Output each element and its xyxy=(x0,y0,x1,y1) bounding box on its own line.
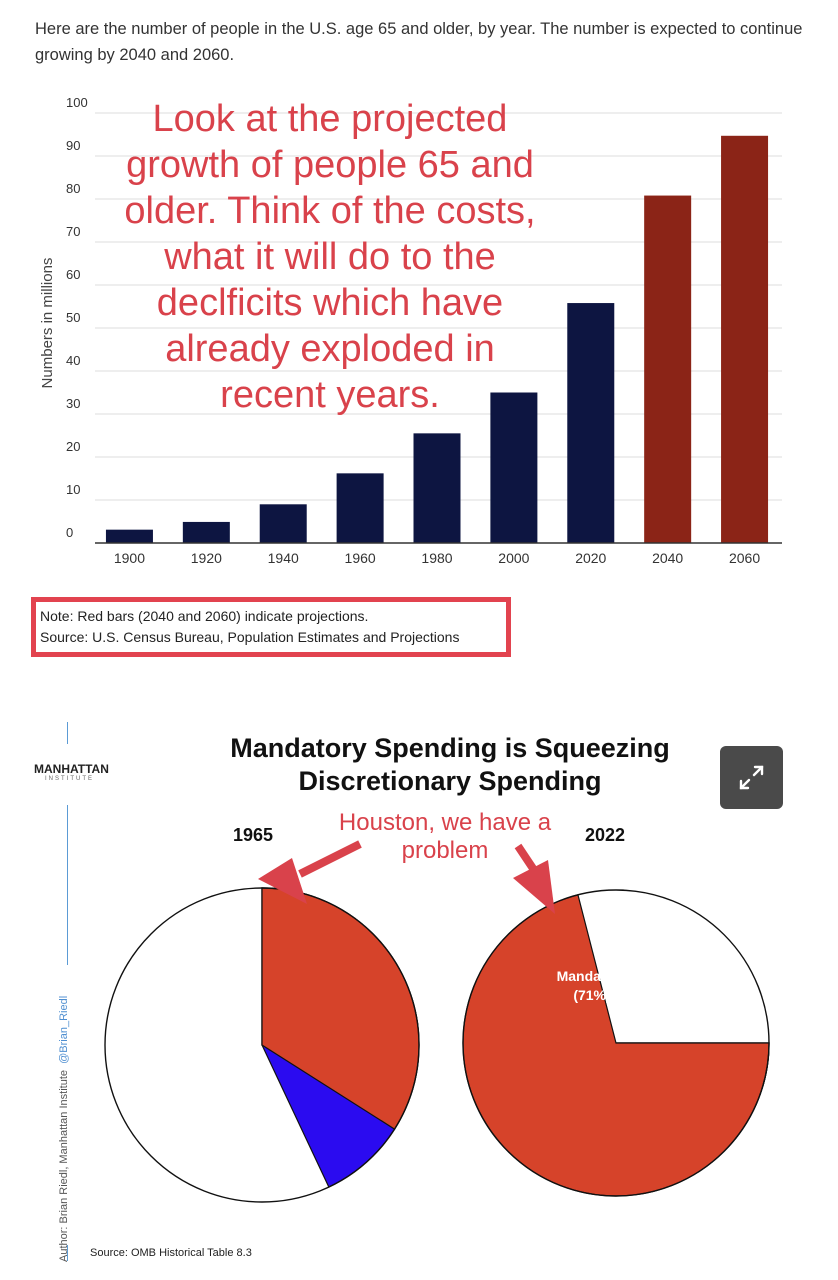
pie-title-line1: Mandatory Spending is Squeezing xyxy=(230,733,670,763)
divider xyxy=(67,1245,68,1261)
source-line: Source: U.S. Census Bureau, Population E… xyxy=(40,629,460,645)
x-tick-label: 2000 xyxy=(498,550,529,566)
chart-note-box: Note: Red bars (2040 and 2060) indicate … xyxy=(31,597,511,657)
x-tick-label: 2020 xyxy=(575,550,606,566)
x-tick-label: 2040 xyxy=(652,550,683,566)
x-tick-label: 1940 xyxy=(268,550,299,566)
y-tick-label: 70 xyxy=(66,224,80,239)
bar xyxy=(721,135,769,544)
manhattan-logo-sub: INSTITUTE xyxy=(45,776,94,782)
divider xyxy=(67,722,68,744)
bar xyxy=(105,529,153,543)
x-tick-label: 1900 xyxy=(114,550,145,566)
x-tick-label: 1960 xyxy=(345,550,376,566)
x-tick-label: 2060 xyxy=(729,550,760,566)
slice-label: Mandatory xyxy=(162,980,233,996)
slice-label: (34%) xyxy=(178,999,215,1015)
arrow-shaft xyxy=(514,843,538,873)
bar xyxy=(490,392,538,543)
manhattan-logo: MANHATTAN xyxy=(34,762,109,776)
pie-title-line2: Discretionary Spending xyxy=(298,766,602,796)
y-axis-label: Numbers in millions xyxy=(39,258,56,389)
y-tick-label: 10 xyxy=(66,482,80,497)
y-tick-label: 30 xyxy=(66,396,80,411)
pie-1965-title: 1965 xyxy=(233,825,274,845)
expand-arrows-icon xyxy=(739,765,764,790)
y-tick-label: 20 xyxy=(66,439,80,454)
slice-label: Domestic xyxy=(201,1105,264,1121)
expand-button[interactable] xyxy=(720,746,783,809)
bar xyxy=(567,303,615,543)
y-tick-label: 80 xyxy=(66,181,80,196)
slice-label: (71%) xyxy=(573,987,610,1003)
x-tick-label: 1920 xyxy=(191,550,222,566)
x-tick-label: 1980 xyxy=(421,550,452,566)
y-tick-label: 100 xyxy=(66,95,88,110)
y-tick-label: 90 xyxy=(66,138,80,153)
pie-chart-title: Mandatory Spending is Squeezing Discreti… xyxy=(160,732,740,798)
y-tick-label: 40 xyxy=(66,353,80,368)
bar xyxy=(644,195,692,543)
bar xyxy=(259,504,307,543)
pie-source: Source: OMB Historical Table 8.3 xyxy=(90,1247,252,1259)
pie-outline xyxy=(462,889,770,1197)
bar xyxy=(182,521,230,543)
arrow-head xyxy=(513,860,555,914)
arrow-shaft xyxy=(298,840,362,878)
bar-chart: 0 10 20 30 40 50 60 70 80 90 100 Numbers in million… xyxy=(39,95,782,566)
pie-outline xyxy=(104,887,420,1203)
annotation-overlay: Look at the projected growth of people 6… xyxy=(124,98,536,416)
intro-text: Here are the number of people in the U.S… xyxy=(35,20,803,64)
bar xyxy=(413,433,461,543)
y-tick-label: 0 xyxy=(66,525,73,540)
houston-annotation: Houston, we have a problem xyxy=(338,809,552,864)
slice-label: Discretionary xyxy=(188,1124,278,1140)
y-tick-label: 50 xyxy=(66,310,80,325)
note-line: Note: Red bars (2040 and 2060) indicate … xyxy=(40,608,369,624)
slice-label: Mandatory xyxy=(557,968,628,984)
pie-slice xyxy=(462,894,770,1197)
pie-2022-title: 2022 xyxy=(585,825,626,845)
slice-label: (23%) xyxy=(214,1143,251,1159)
arrow-head xyxy=(258,858,307,904)
divider xyxy=(67,805,68,965)
bar xyxy=(336,473,384,543)
y-tick-label: 60 xyxy=(66,267,80,282)
